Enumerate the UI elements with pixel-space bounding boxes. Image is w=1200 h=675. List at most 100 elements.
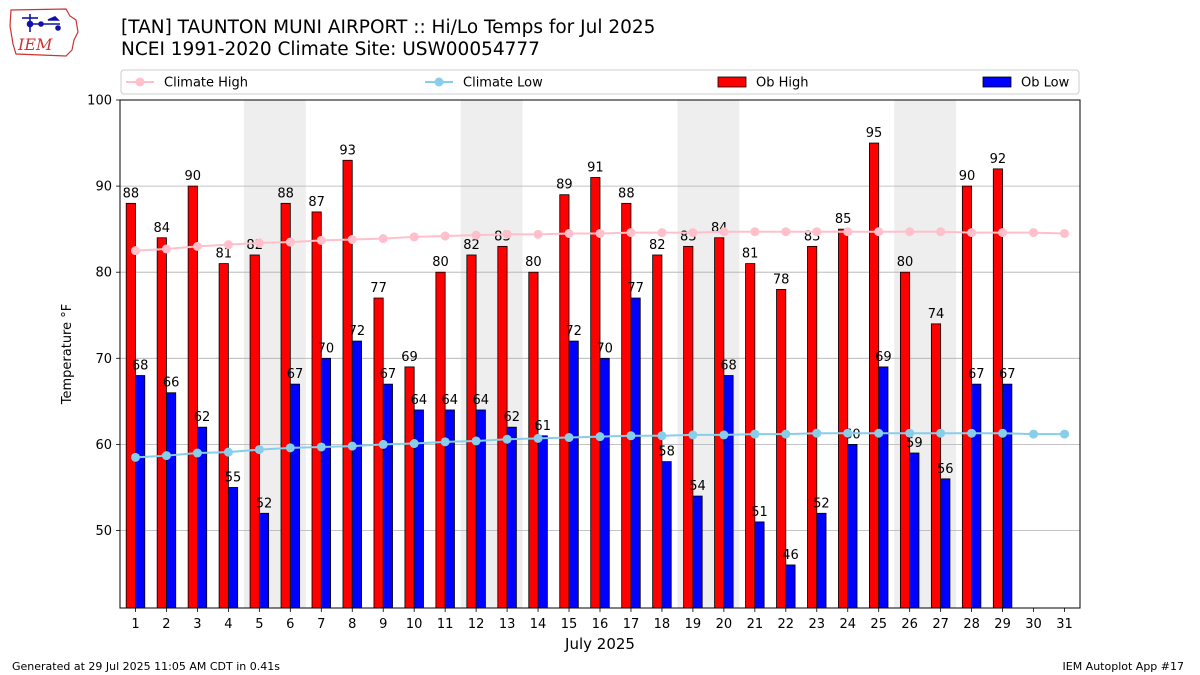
y-tick-label: 90 xyxy=(95,180,112,195)
ob-low-label: 56 xyxy=(937,462,954,477)
ob-low-bar xyxy=(413,409,424,609)
x-axis-label: July 2025 xyxy=(564,635,635,653)
legend-ob-high-swatch xyxy=(717,76,747,88)
climate-high-point xyxy=(936,227,946,237)
climate-high-point xyxy=(657,228,667,238)
ob-high-bar xyxy=(125,202,136,609)
climate-high-point xyxy=(1029,228,1039,238)
ob-low-label: 69 xyxy=(875,350,892,365)
climate-low-point xyxy=(409,439,419,449)
weekend-shade xyxy=(460,100,523,608)
ob-high-label: 83 xyxy=(680,229,697,244)
climate-low-point xyxy=(564,433,574,443)
climate-low-point xyxy=(378,439,388,449)
climate-low-point xyxy=(936,428,946,438)
ob-low-label: 70 xyxy=(596,341,613,356)
ob-high-bar xyxy=(218,263,229,609)
ob-high-label: 95 xyxy=(866,126,883,141)
x-tick-label: 28 xyxy=(963,617,980,632)
ob-high-label: 80 xyxy=(432,255,449,270)
ob-high-bar xyxy=(992,168,1003,609)
ob-low-label: 62 xyxy=(194,410,211,425)
ob-low-bar xyxy=(847,444,858,609)
ob-low-bar xyxy=(197,426,208,609)
ob-high-bar xyxy=(528,271,539,609)
ob-high-label: 88 xyxy=(277,186,294,201)
ob-high-bar xyxy=(652,254,663,609)
ob-low-label: 64 xyxy=(442,393,459,408)
ob-high-label: 82 xyxy=(649,238,666,253)
climate-low-point xyxy=(843,428,853,438)
ob-low-label: 46 xyxy=(782,548,799,563)
iem-logo: IEM xyxy=(9,8,79,57)
climate-low-point xyxy=(223,447,233,457)
ob-low-bar xyxy=(630,297,641,609)
ob-high-bar xyxy=(869,142,880,609)
y-tick-label: 70 xyxy=(95,352,112,367)
ob-high-label: 77 xyxy=(370,281,387,296)
ob-low-bar xyxy=(785,564,796,609)
climate-low-point xyxy=(285,443,295,453)
climate-low-point xyxy=(347,441,357,451)
climate-high-point xyxy=(471,230,481,240)
climate-high-point xyxy=(161,244,171,254)
climate-high-point xyxy=(533,229,543,239)
ob-high-bar xyxy=(187,185,198,609)
ob-high-label: 88 xyxy=(618,186,635,201)
climate-low-point xyxy=(657,431,667,441)
ob-low-bar xyxy=(382,383,393,609)
ob-low-label: 67 xyxy=(999,367,1016,382)
ob-high-label: 92 xyxy=(990,152,1007,167)
ob-high-label: 90 xyxy=(185,169,202,184)
generated-timestamp: Generated at 29 Jul 2025 11:05 AM CDT in… xyxy=(12,660,280,673)
ob-low-bar xyxy=(537,435,548,609)
ob-low-bar xyxy=(692,495,703,609)
legend-climate-high-label: Climate High xyxy=(164,76,248,91)
ob-high-bar xyxy=(435,271,446,609)
climate-low-point xyxy=(440,437,450,447)
ob-high-label: 93 xyxy=(339,143,356,158)
climate-high-point xyxy=(316,235,326,245)
y-tick-label: 100 xyxy=(87,94,112,109)
climate-high-point xyxy=(347,234,357,244)
ob-high-bar xyxy=(497,245,508,609)
ob-high-label: 78 xyxy=(773,272,790,287)
climate-high-point xyxy=(440,231,450,241)
x-tick-label: 23 xyxy=(809,617,826,632)
weekend-shade xyxy=(677,100,740,608)
ob-high-bar xyxy=(249,254,260,609)
climate-high-point xyxy=(781,227,791,237)
x-tick-label: 16 xyxy=(592,617,609,632)
climate-high-point xyxy=(285,237,295,247)
x-tick-label: 8 xyxy=(348,617,356,632)
ob-low-bar xyxy=(568,340,579,609)
climate-low-point xyxy=(161,451,171,461)
ob-high-bar xyxy=(590,177,601,609)
ob-low-bar xyxy=(723,375,734,609)
climate-high-line xyxy=(135,230,1065,252)
ob-low-label: 72 xyxy=(349,324,366,339)
ob-high-label: 90 xyxy=(959,169,976,184)
ob-high-label: 84 xyxy=(154,221,171,236)
x-tick-label: 9 xyxy=(379,617,387,632)
ob-low-bar xyxy=(289,383,301,609)
climate-high-point xyxy=(409,232,419,242)
climate-high-point xyxy=(130,246,140,256)
ob-high-bar xyxy=(930,323,942,609)
ob-high-label: 89 xyxy=(556,178,573,193)
ob-high-bar xyxy=(559,194,570,609)
climate-low-point xyxy=(874,428,884,438)
ob-low-label: 61 xyxy=(534,419,551,434)
ob-high-bar xyxy=(280,202,291,609)
ob-high-label: 88 xyxy=(123,186,140,201)
ob-low-label: 59 xyxy=(906,436,923,451)
x-tick-label: 7 xyxy=(317,617,325,632)
legend-box xyxy=(120,69,1080,95)
ob-high-bar xyxy=(745,263,756,609)
x-tick-label: 2 xyxy=(162,617,170,632)
climate-high-point xyxy=(564,228,574,238)
y-axis-label: Temperature °F xyxy=(60,304,75,405)
ob-low-label: 77 xyxy=(627,281,644,296)
climate-high-point xyxy=(719,227,729,237)
ob-low-bar xyxy=(1002,383,1013,609)
